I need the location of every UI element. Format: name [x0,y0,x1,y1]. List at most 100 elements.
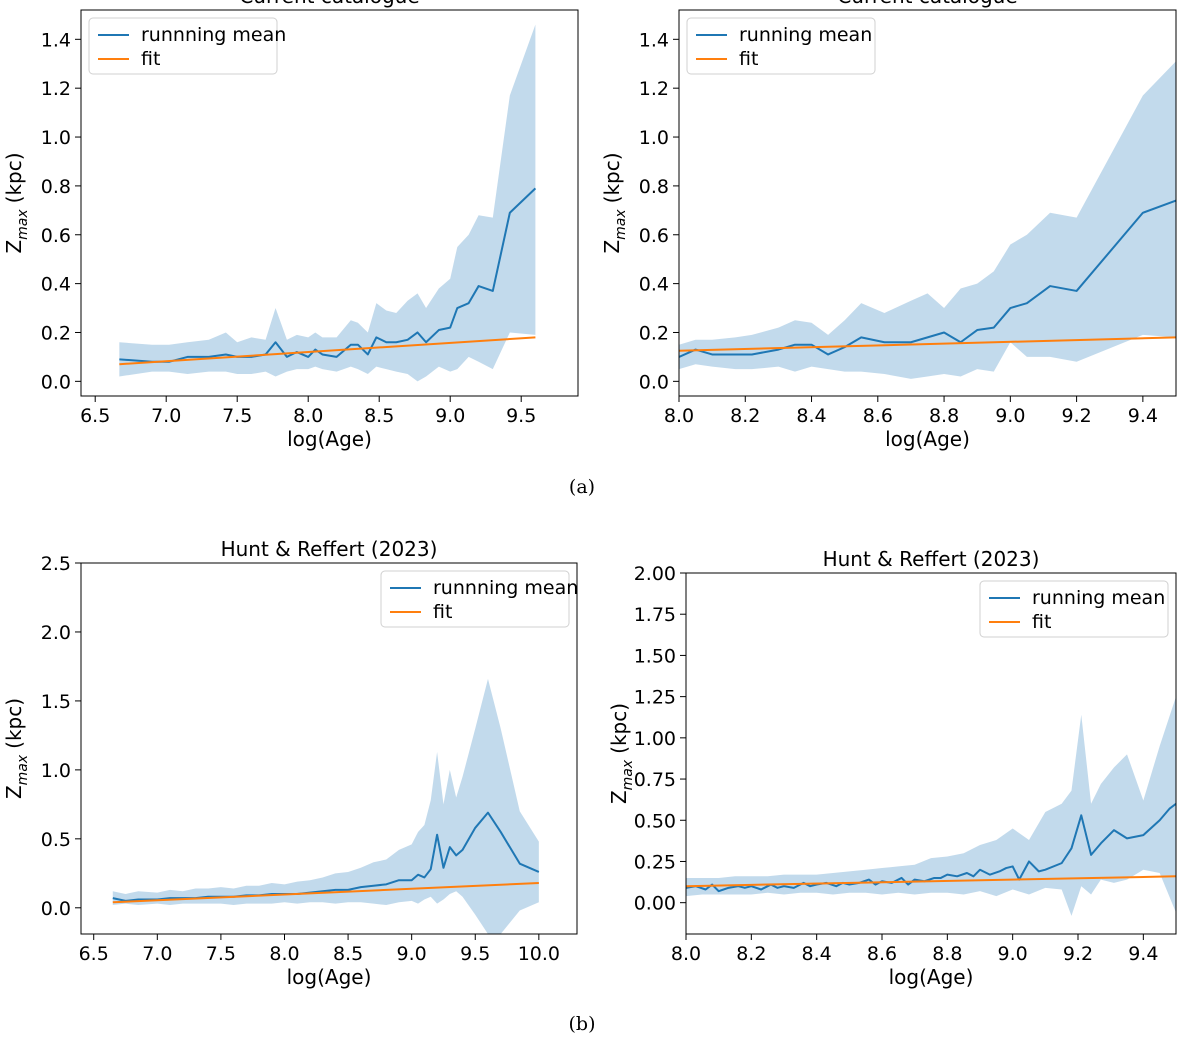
y-tick-label: 0.8 [41,176,71,198]
y-tick-label: 1.2 [639,78,669,100]
y-tick-label: 0.4 [639,274,669,296]
x-axis-label: log(Age) [885,427,970,451]
x-axis-label: log(Age) [287,965,372,989]
axes-frame [80,9,579,397]
x-axis-label: log(Age) [889,965,974,989]
y-tick-label: 0.2 [639,322,669,344]
y-axis-label: Zmax (kpc) [607,703,636,804]
y-tick-label: 1.0 [41,127,71,149]
chart-title: Current catalogue [837,0,1017,8]
y-tick-label: 1.2 [41,78,71,100]
legend-label: fit [739,48,758,70]
y-tick-label: 0.00 [634,893,676,915]
y-axis-label: Zmax (kpc) [600,152,629,253]
y-axis-label-main: Z [607,790,631,804]
y-tick-label: 1.00 [634,728,676,750]
legend-box [686,17,876,75]
y-tick-label: 0.75 [634,769,676,791]
y-axis-label-main: Z [600,240,624,254]
y-axis-label-sub: max [15,754,31,785]
x-tick-label: 8.4 [796,405,826,427]
y-tick-label: 0.25 [634,851,676,873]
legend-box [979,580,1169,638]
x-tick-label: 9.4 [1128,943,1158,965]
running-mean-line [679,199,1176,358]
legend-label: fit [141,48,160,70]
y-tick-label: 1.0 [41,760,71,782]
chart-panel-b-left: 6.5 7.0 7.5 8.0 8.5 9.0 9.5 10.0 0.0 0.5 1.0 1.5 2.0… [2,537,578,989]
x-tick-label: 8.2 [736,943,766,965]
x-tick-label: 9.2 [1061,405,1091,427]
x-tick-label: 8.0 [269,943,299,965]
legend-label: runnning mean [433,577,578,599]
y-tick-label: 0.50 [634,810,676,832]
legend-label: running mean [1032,587,1165,609]
y-tick-label: 1.0 [639,127,669,149]
y-tick-label: 2.00 [634,563,676,585]
legend-label: fit [1032,611,1051,633]
legend-label: running mean [739,24,872,46]
y-tick-label: 0.5 [41,829,71,851]
y-tick-label: 2.0 [41,622,71,644]
x-tick-label: 7.5 [206,943,236,965]
x-tick-label: 8.6 [867,943,897,965]
x-tick-label: 10.0 [518,943,560,965]
x-tick-label: 8.2 [730,405,760,427]
x-tick-label: 9.0 [998,943,1028,965]
axes-frame [80,562,578,935]
y-tick-label: 1.5 [41,691,71,713]
y-tick-label: 0.2 [41,322,71,344]
y-axis-label-sub: max [620,759,636,790]
axes-frame [678,9,1177,397]
running-mean-line [119,187,537,363]
y-axis-label-unit: (kpc) [2,152,26,203]
y-tick-label: 0.0 [639,371,669,393]
y-axis-label: Zmax (kpc) [2,152,31,253]
legend-box [380,570,570,628]
x-tick-label: 8.5 [364,405,394,427]
legend-label: fit [433,601,452,623]
y-axis-label-sub: max [613,209,629,240]
caption-a: (a) [569,476,595,498]
x-tick-label: 8.6 [863,405,893,427]
x-tick-label: 9.5 [506,405,536,427]
fit-line [679,336,1176,352]
x-tick-label: 6.5 [79,943,109,965]
x-axis-label: log(Age) [287,427,372,451]
scatter-band [686,696,1176,916]
x-tick-label: 7.0 [151,405,181,427]
x-tick-label: 8.8 [932,943,962,965]
x-tick-label: 8.8 [929,405,959,427]
y-axis-label-main: Z [2,785,26,799]
legend: running mean fit [686,17,876,75]
y-axis-label-unit: (kpc) [600,152,624,203]
x-tick-label: 9.4 [1128,405,1158,427]
chart-panel-b-right: 8.0 8.2 8.4 8.6 8.8 9.0 9.2 9.4 0.00 0.25 0.50 0.75… [607,547,1177,989]
x-tick-label: 7.0 [142,943,172,965]
y-tick-label: 0.6 [639,225,669,247]
fit-line [686,875,1176,888]
y-tick-label: 1.25 [634,687,676,709]
y-axis-label: Zmax (kpc) [2,698,31,799]
y-axis-label-sub: max [15,209,31,240]
x-tick-label: 7.5 [222,405,252,427]
legend-box [88,17,278,75]
y-tick-label: 0.8 [639,176,669,198]
y-tick-label: 1.4 [41,29,71,51]
scatter-band [112,678,539,934]
y-tick-label: 0.6 [41,225,71,247]
y-tick-label: 1.50 [634,645,676,667]
x-tick-label: 9.5 [460,943,490,965]
y-tick-label: 1.4 [639,29,669,51]
y-tick-label: 0.0 [41,898,71,920]
y-tick-label: 1.75 [634,604,676,626]
x-tick-label: 8.0 [664,405,694,427]
y-tick-label: 0.0 [41,371,71,393]
x-tick-label: 8.0 [671,943,701,965]
x-tick-label: 8.4 [802,943,832,965]
legend: runnning mean fit [88,17,286,75]
chart-panel-a-left: 6.5 7.0 7.5 8.0 8.5 9.0 9.5 0.0 0.2 0.4 0.6 0.8 1.0 1… [2,0,579,451]
x-tick-label: 9.0 [435,405,465,427]
x-tick-label: 6.5 [80,405,110,427]
